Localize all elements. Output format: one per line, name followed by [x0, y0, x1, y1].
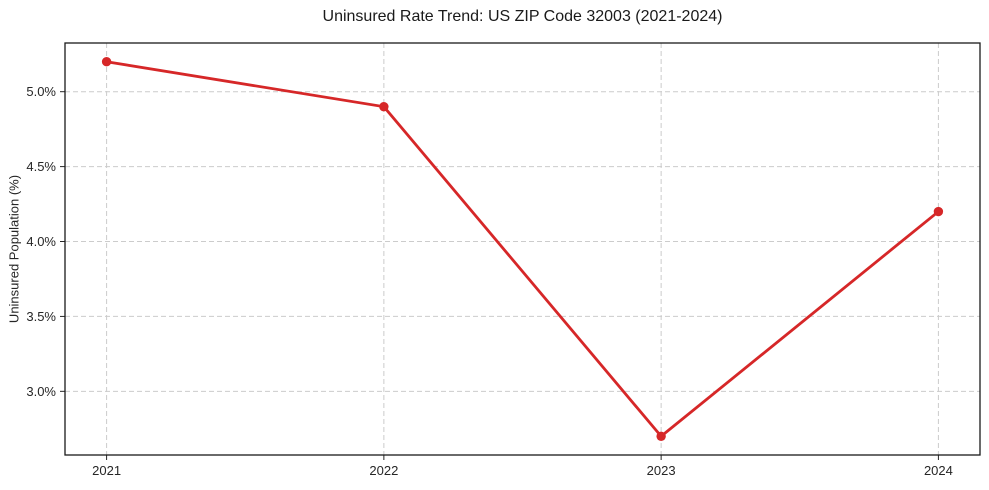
- y-tick-label: 4.0%: [26, 234, 56, 249]
- chart-title: Uninsured Rate Trend: US ZIP Code 32003 …: [322, 8, 723, 25]
- data-point-marker: [933, 206, 944, 217]
- y-tick-label: 3.0%: [26, 384, 56, 399]
- y-tick-label: 4.5%: [26, 159, 56, 174]
- trend-line: [105, 60, 940, 438]
- x-tick-label: 2023: [647, 463, 676, 478]
- data-point-marker: [379, 101, 389, 112]
- y-tick-label: 5.0%: [26, 84, 56, 99]
- x-tick-label: 2024: [924, 463, 953, 478]
- data-point-marker: [101, 57, 112, 67]
- plot-border: [64, 42, 981, 456]
- x-tick-label: 2022: [369, 463, 398, 478]
- data-point-marker: [656, 431, 666, 441]
- x-tick-label: 2021: [92, 463, 121, 478]
- y-tick-label: 3.5%: [26, 309, 56, 324]
